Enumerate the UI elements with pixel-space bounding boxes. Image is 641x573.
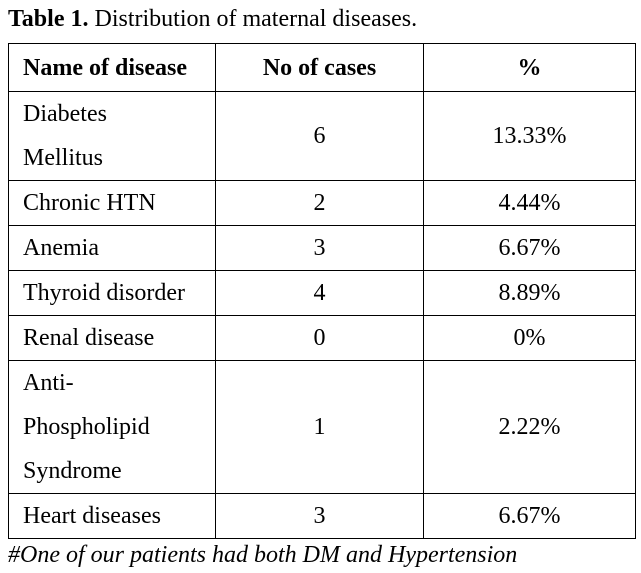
disease-name-line: Thyroid disorder: [23, 280, 185, 306]
disease-name-cell: Chronic HTN: [8, 180, 216, 226]
cases-cell: 2: [215, 180, 424, 226]
disease-name-line: Mellitus: [23, 145, 104, 171]
cases-cell: 1: [215, 360, 424, 494]
disease-name-line: Anti-: [23, 370, 74, 396]
table-row: Chronic HTN 2 4.44%: [8, 180, 636, 226]
disease-name-cell: Anemia: [8, 225, 216, 271]
disease-name-line: Syndrome: [23, 458, 122, 484]
header-percent: %: [423, 43, 636, 92]
table-footnote: #One of our patients had both DM and Hyp…: [8, 542, 518, 568]
cases-cell: 6: [215, 91, 424, 181]
disease-name-line: Chronic HTN: [23, 190, 156, 216]
table-row: Heart diseases 3 6.67%: [8, 493, 636, 539]
table-caption-text: Distribution of maternal diseases.: [88, 6, 418, 32]
table-caption-label: Table 1.: [8, 6, 89, 32]
disease-name-cell: Heart diseases: [8, 493, 216, 539]
cases-cell: 3: [215, 225, 424, 271]
percent-cell: 6.67%: [423, 493, 636, 539]
table-row: Renal disease 0 0%: [8, 315, 636, 361]
table-row: Diabetes Mellitus 6 13.33%: [8, 91, 636, 181]
percent-cell: 6.67%: [423, 225, 636, 271]
cases-cell: 4: [215, 270, 424, 316]
header-disease-name: Name of disease: [8, 43, 216, 92]
disease-name-line: Renal disease: [23, 325, 155, 351]
header-no-of-cases: No of cases: [215, 43, 424, 92]
disease-name-cell: Anti- Phospholipid Syndrome: [8, 360, 216, 494]
table-row: Thyroid disorder 4 8.89%: [8, 270, 636, 316]
disease-name-cell: Renal disease: [8, 315, 216, 361]
disease-name-line: Anemia: [23, 235, 99, 261]
percent-cell: 8.89%: [423, 270, 636, 316]
disease-name-line: Diabetes: [23, 101, 107, 127]
disease-name-cell: Thyroid disorder: [8, 270, 216, 316]
disease-name-cell: Diabetes Mellitus: [8, 91, 216, 181]
percent-cell: 2.22%: [423, 360, 636, 494]
table-row: Anti- Phospholipid Syndrome 1 2.22%: [8, 360, 636, 494]
table-row: Anemia 3 6.67%: [8, 225, 636, 271]
cases-cell: 0: [215, 315, 424, 361]
maternal-diseases-table: Name of disease No of cases % Diabetes M…: [8, 43, 636, 539]
table-header-row: Name of disease No of cases %: [8, 43, 636, 92]
disease-name-line: Phospholipid: [23, 414, 150, 440]
percent-cell: 0%: [423, 315, 636, 361]
percent-cell: 4.44%: [423, 180, 636, 226]
disease-name-line: Heart diseases: [23, 503, 161, 529]
cases-cell: 3: [215, 493, 424, 539]
table-caption: Table 1. Distribution of maternal diseas…: [8, 2, 417, 36]
percent-cell: 13.33%: [423, 91, 636, 181]
